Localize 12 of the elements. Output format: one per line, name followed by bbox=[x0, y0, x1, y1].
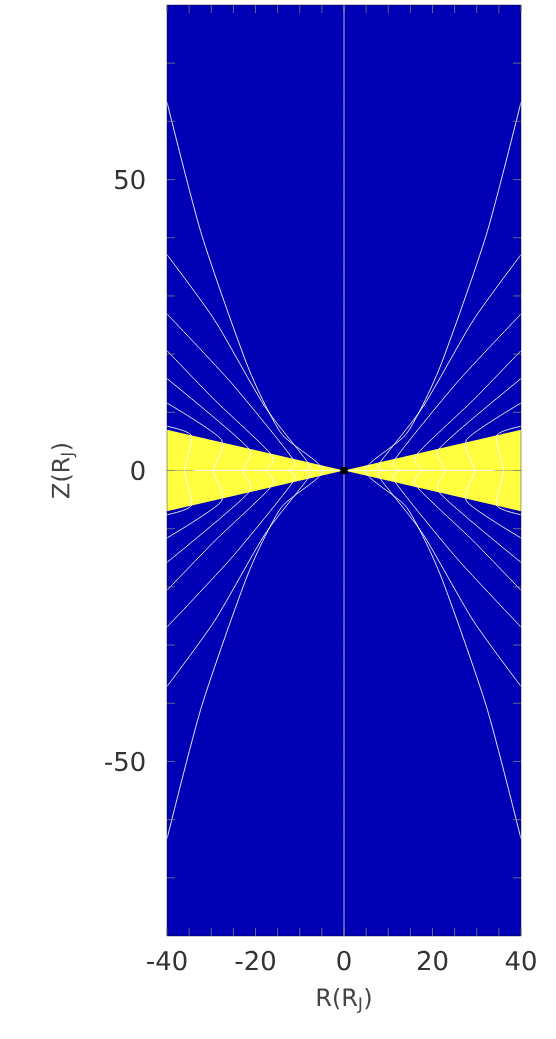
y-axis-title: Z(R$_{J}$) bbox=[51, 444, 77, 498]
x-axis-title: R(R$_{J}$) bbox=[317, 987, 371, 1014]
x-tick-label: 0 bbox=[337, 950, 351, 971]
y-tick-label: -50 bbox=[105, 751, 145, 772]
x-tick-label: -40 bbox=[147, 950, 187, 971]
y-tick-label: 0 bbox=[131, 460, 145, 481]
x-tick-label: -20 bbox=[235, 950, 275, 971]
line-series bbox=[496, 425, 521, 516]
x-tick-label: 40 bbox=[505, 950, 536, 971]
y-tick-label: 50 bbox=[115, 169, 145, 190]
x-tick-label: 20 bbox=[417, 950, 448, 971]
line-series bbox=[167, 425, 193, 516]
